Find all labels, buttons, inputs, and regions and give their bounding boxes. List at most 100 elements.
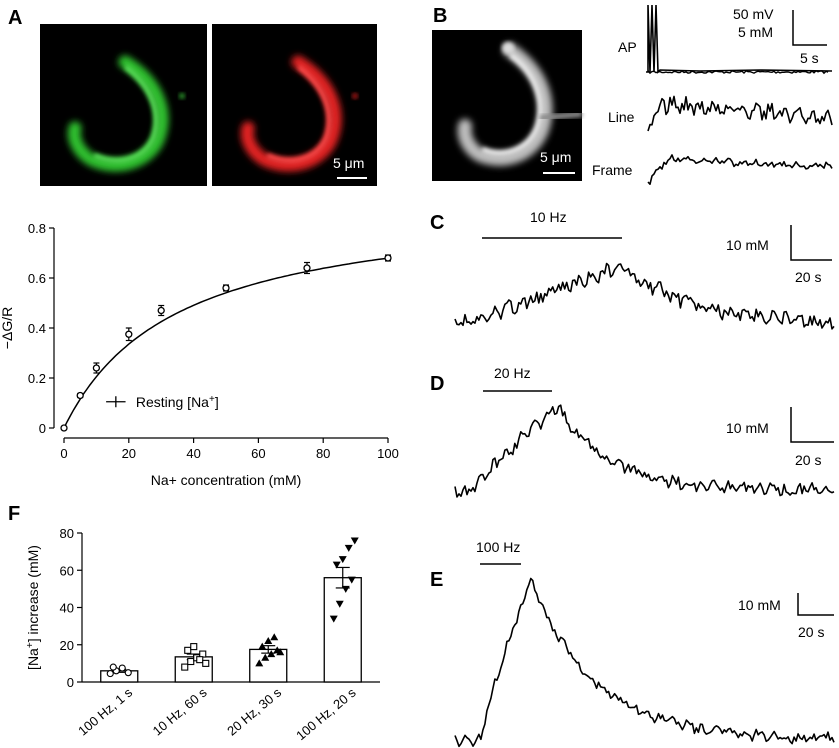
data-point bbox=[76, 391, 84, 400]
scale-bar-b: 5 μm bbox=[540, 149, 571, 165]
micrograph-red: 5 μm bbox=[212, 24, 377, 186]
x-tick-label: 20 Hz, 30 s bbox=[224, 684, 284, 738]
trace-line bbox=[647, 154, 833, 185]
y-tick-label: 0 bbox=[39, 421, 46, 436]
x-tick-label: 100 bbox=[377, 446, 399, 461]
titration-chart: 0 20 40 60 80 100 0 0.2 0.4 0.6 0.8 Na+ concentrati… bbox=[0, 221, 399, 488]
resting-label: Resting [Na+] bbox=[136, 393, 219, 410]
scale-b-mm: 5 mM bbox=[738, 24, 773, 40]
y-tick-label: 0.4 bbox=[28, 321, 46, 336]
scale-e-mm: 10 mM bbox=[738, 597, 781, 613]
trace-label-ap: AP bbox=[618, 39, 637, 55]
x-tick-label: 0 bbox=[60, 446, 67, 461]
scatter-point bbox=[329, 615, 338, 623]
y-tick-label: 60 bbox=[60, 563, 74, 578]
scatter-point bbox=[106, 670, 114, 678]
scatter-point bbox=[261, 653, 270, 661]
bar bbox=[323, 577, 362, 683]
x-tick-label: 10 Hz, 60 s bbox=[150, 684, 210, 738]
y-tick-label: 20 bbox=[60, 638, 74, 653]
panel-label-d: D bbox=[430, 373, 444, 395]
panel-label-f: F bbox=[8, 503, 20, 525]
scatter-point bbox=[118, 664, 126, 672]
scale-d-time: 20 s bbox=[795, 452, 821, 468]
x-tick-label: 40 bbox=[186, 446, 200, 461]
data-point bbox=[222, 284, 230, 292]
panel-label-c: C bbox=[430, 212, 444, 234]
data-point bbox=[92, 364, 101, 372]
panel-label-a: A bbox=[8, 7, 22, 29]
scatter-point bbox=[276, 648, 285, 656]
y-tick-label: 0.6 bbox=[28, 271, 46, 286]
scatter-point bbox=[255, 659, 264, 667]
y-axis-label: −ΔG/R bbox=[0, 307, 15, 349]
x-tick-label: 60 bbox=[251, 446, 265, 461]
trace-ap bbox=[646, 4, 833, 74]
x-tick-label: 100 Hz, 20 s bbox=[293, 684, 359, 743]
scale-d-mm: 10 mM bbox=[726, 420, 769, 436]
trace-line bbox=[647, 95, 833, 132]
trace-d bbox=[454, 404, 835, 498]
scale-bar-a: 5 μm bbox=[333, 155, 364, 171]
trace-label-frame: Frame bbox=[592, 162, 633, 178]
scale-c-time: 20 s bbox=[795, 269, 821, 285]
data-point bbox=[303, 264, 311, 272]
y-tick-label: 0.8 bbox=[28, 221, 46, 236]
y-tick-label: 0.2 bbox=[28, 371, 46, 386]
data-point bbox=[157, 306, 165, 315]
y-tick-label: 80 bbox=[60, 526, 74, 541]
scatter-point bbox=[181, 663, 189, 671]
fit-curve bbox=[63, 257, 389, 429]
bar-chart: 0 20 40 60 80 [Na+] increase (mM) 100 Hz, 1 s 1… bbox=[25, 526, 380, 743]
scatter-point bbox=[332, 561, 341, 569]
scale-bar-e bbox=[797, 593, 834, 616]
data-point bbox=[125, 330, 133, 338]
x-tick-label: 20 bbox=[122, 446, 136, 461]
stim-label-e: 100 Hz bbox=[476, 539, 520, 555]
trace-line bbox=[454, 404, 835, 498]
scatter-point bbox=[258, 642, 267, 650]
x-tick-label: 100 Hz, 1 s bbox=[75, 684, 135, 738]
trace-line bbox=[454, 577, 835, 748]
scatter-point bbox=[267, 650, 276, 658]
trace-ap-baseline bbox=[647, 70, 829, 75]
stim-label-d: 20 Hz bbox=[494, 365, 531, 381]
trace-line bbox=[454, 262, 835, 330]
x-axis-label: Na+ concentration (mM) bbox=[151, 472, 302, 488]
scale-c-mm: 10 mM bbox=[726, 237, 769, 253]
y-tick-label: 40 bbox=[60, 601, 74, 616]
scatter-point bbox=[335, 600, 344, 608]
data-point bbox=[60, 424, 68, 432]
scatter-point bbox=[187, 657, 195, 666]
micrograph-gray: 5 μm bbox=[432, 30, 583, 181]
traces-b bbox=[646, 4, 833, 185]
scatter-point bbox=[338, 556, 347, 564]
panel-label-e: E bbox=[430, 569, 443, 591]
scale-bar-c bbox=[790, 225, 832, 261]
scatter-point bbox=[202, 659, 210, 667]
micrograph-green bbox=[40, 24, 207, 186]
x-tick-label: 80 bbox=[316, 446, 330, 461]
trace-label-line: Line bbox=[608, 109, 635, 125]
scatter-point bbox=[264, 637, 273, 645]
scatter-point bbox=[347, 576, 356, 584]
scatter-point bbox=[184, 646, 192, 654]
y-tick-label: 0 bbox=[67, 675, 74, 690]
data-point bbox=[384, 254, 392, 262]
scatter-point bbox=[190, 643, 198, 651]
scatter-point bbox=[109, 663, 117, 671]
scatter-point bbox=[124, 669, 132, 677]
scatter-point bbox=[350, 537, 359, 545]
scatter-point bbox=[196, 656, 204, 664]
scale-bar-d bbox=[790, 407, 834, 443]
scatter-point bbox=[270, 633, 279, 641]
stim-label-c: 10 Hz bbox=[530, 209, 567, 225]
scale-e-time: 20 s bbox=[798, 624, 824, 640]
scale-b-mv: 50 mV bbox=[733, 6, 774, 22]
scale-b-time: 5 s bbox=[800, 50, 819, 66]
scatter-point bbox=[344, 544, 353, 552]
y-axis-label: [Na+] increase (mM) bbox=[25, 545, 42, 670]
trace-e bbox=[454, 577, 835, 748]
scale-bar-b-trace bbox=[792, 10, 827, 46]
